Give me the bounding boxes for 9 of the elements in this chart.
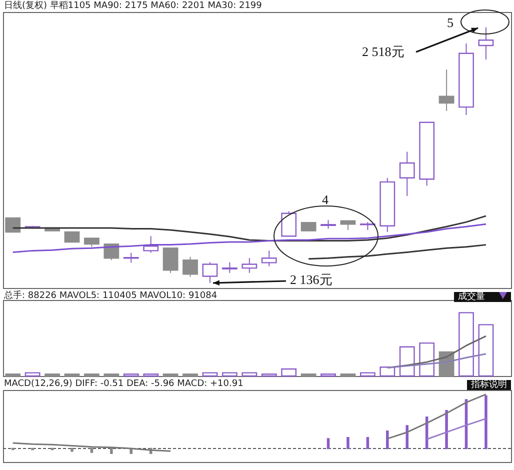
annotation: 4 (322, 192, 329, 207)
annotation: 5 (447, 15, 454, 30)
chart-title: 总手: 88226 MAVOL5: 110405 MAVOL10: 91084 (4, 291, 218, 301)
text: 指标说明 (471, 380, 507, 390)
text: 成交量 (458, 292, 485, 302)
chart-title: MACD(12,26,9) DIFF: -0.51 DEA: -5.96 MACD: +10.91 (4, 379, 244, 389)
chart-title: 日线(复权) 早稻1105 MA90: 2175 MA60: 2201 MA30: 2199 (4, 1, 262, 11)
annotation: 2 518元 (362, 44, 404, 59)
annotation: 2 136元 (290, 272, 332, 287)
